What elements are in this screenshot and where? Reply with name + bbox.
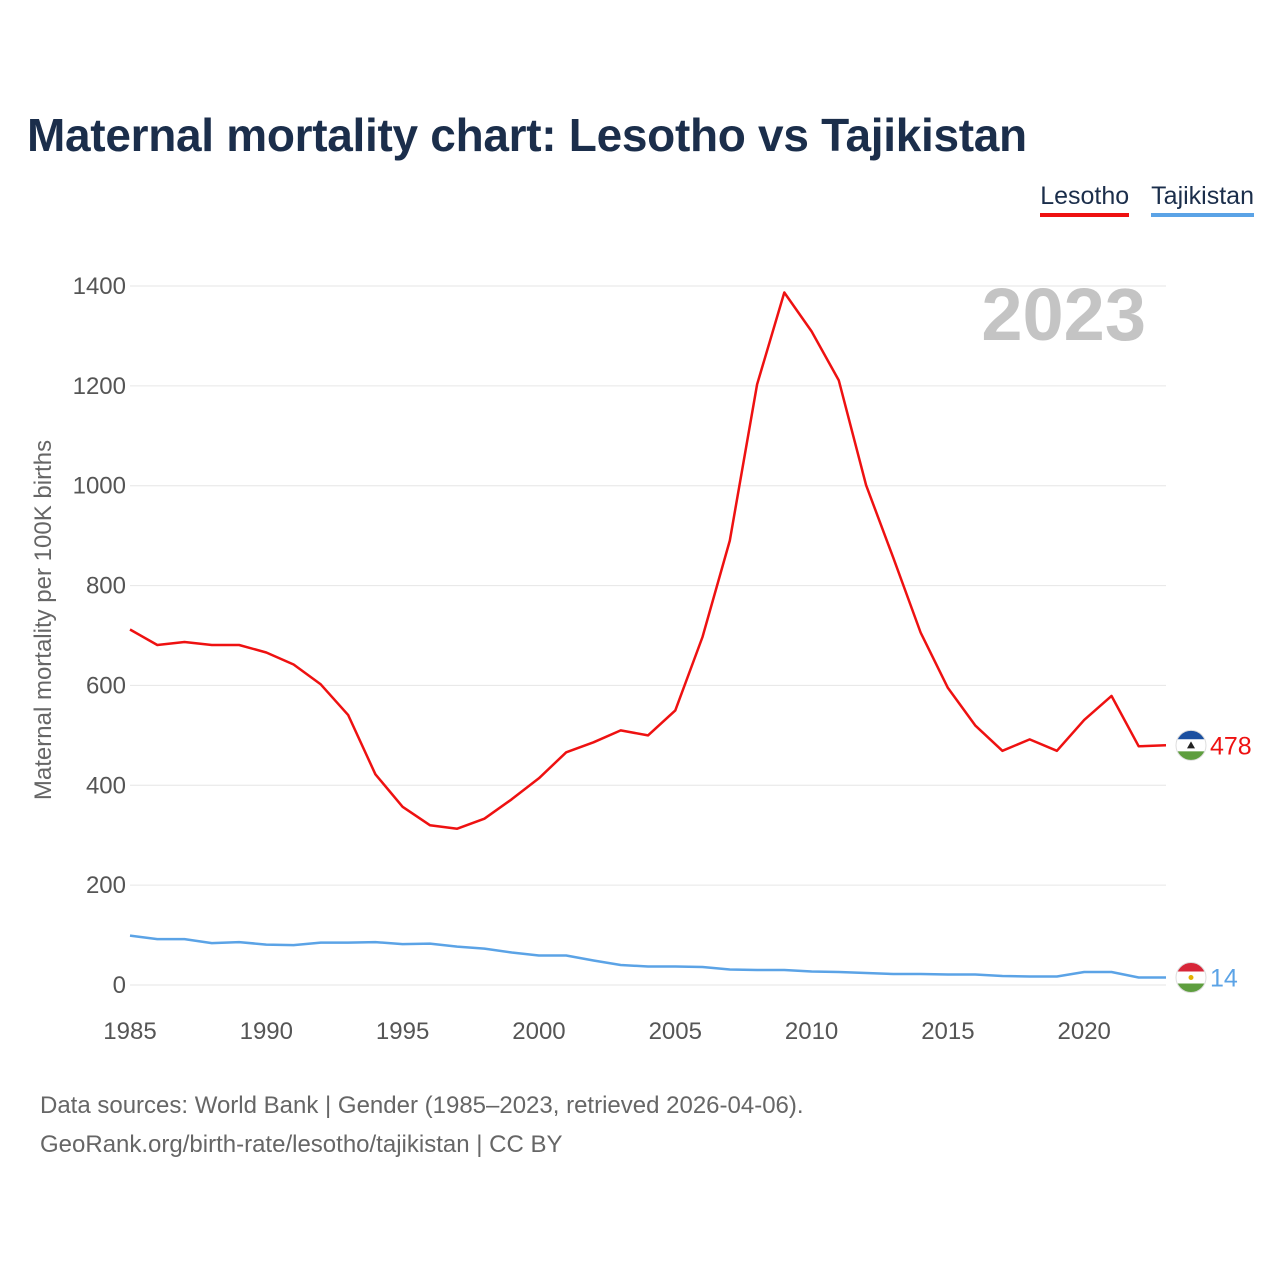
y-axis-ticks: 0 200 400 600 800 1000 1200 1400 <box>73 273 126 999</box>
y-tick-label: 600 <box>86 672 126 699</box>
end-value-label-tajikistan: 14 <box>1210 965 1238 993</box>
y-axis-label: Maternal mortality per 100K births <box>30 440 57 800</box>
flag-icon-tajikistan <box>1175 962 1207 994</box>
series-lines <box>129 291 1167 979</box>
x-tick-label: 2020 <box>1058 1018 1111 1045</box>
y-tick-label: 1400 <box>73 273 126 300</box>
series-line-lesotho[interactable] <box>129 291 1167 830</box>
chart-area: 0 200 400 600 800 1000 1200 1400 1985 1990 1995 20… <box>30 273 1252 1045</box>
series-line-tajikistan[interactable] <box>129 934 1166 979</box>
year-watermark: 2023 <box>981 273 1146 356</box>
flag-icon-lesotho <box>1175 729 1207 761</box>
x-axis-ticks: 1985 1990 1995 2000 2005 2010 2015 2020 <box>103 1018 1111 1045</box>
legend-item-tajikistan[interactable]: Tajikistan <box>1151 182 1254 217</box>
end-value-label-lesotho: 478 <box>1210 732 1252 760</box>
source-line-1: Data sources: World Bank | Gender (1985–… <box>40 1092 804 1119</box>
y-tick-label: 200 <box>86 872 126 899</box>
legend: Lesotho Tajikistan <box>1040 182 1254 217</box>
source-line-2[interactable]: GeoRank.org/birth-rate/lesotho/tajikista… <box>40 1131 563 1158</box>
x-tick-label: 2000 <box>512 1018 565 1045</box>
grid-lines <box>130 285 1166 986</box>
source-note: Data sources: World Bank | Gender (1985–… <box>40 1086 804 1164</box>
y-tick-label: 1000 <box>73 473 126 500</box>
y-tick-label: 400 <box>86 772 126 799</box>
x-tick-label: 1985 <box>103 1018 156 1045</box>
x-tick-label: 2015 <box>921 1018 974 1045</box>
y-tick-label: 0 <box>113 972 126 999</box>
chart-title: Maternal mortality chart: Lesotho vs Taj… <box>27 109 1027 161</box>
x-tick-label: 1995 <box>376 1018 429 1045</box>
y-tick-label: 800 <box>86 573 126 600</box>
end-markers: 478 14 <box>1175 729 1252 994</box>
x-tick-label: 2005 <box>649 1018 702 1045</box>
x-tick-label: 2010 <box>785 1018 838 1045</box>
legend-item-lesotho[interactable]: Lesotho <box>1040 182 1130 217</box>
x-tick-label: 1990 <box>240 1018 293 1045</box>
y-tick-label: 1200 <box>73 373 126 400</box>
